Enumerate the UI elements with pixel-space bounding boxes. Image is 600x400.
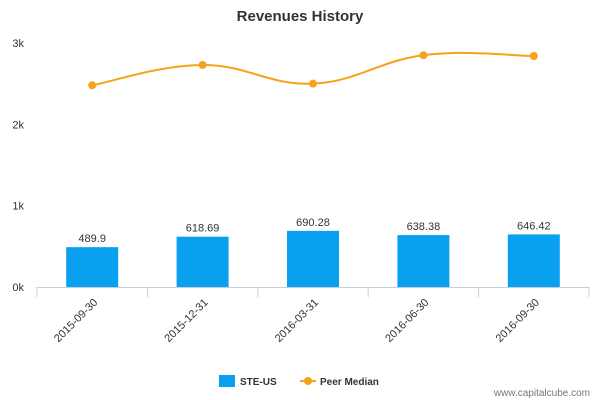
line-point: [309, 79, 317, 88]
x-tick-label: 2016-03-31: [273, 297, 321, 345]
x-tick-label: 2016-06-30: [383, 297, 431, 345]
legend-label-bar: STE-US: [240, 377, 277, 388]
legend-swatch-marker: [304, 377, 312, 385]
line-point: [529, 52, 538, 61]
bar: [287, 230, 339, 287]
y-tick-label: 0k: [12, 282, 24, 294]
bar-data-label: 489.9: [78, 233, 106, 245]
legend: STE-US Peer Median: [219, 375, 379, 388]
bar: [397, 235, 450, 287]
y-tick-label: 1k: [12, 201, 24, 213]
bar: [507, 234, 560, 287]
line-point: [198, 60, 207, 69]
chart-title: Revenues History: [237, 8, 364, 25]
x-tick-label: 2015-12-31: [162, 297, 210, 345]
y-axis: 0k 1k 2k 3k: [12, 38, 24, 294]
bar-data-label: 638.38: [407, 221, 441, 233]
line-point: [419, 51, 428, 60]
x-tick-label: 2016-09-30: [494, 297, 542, 345]
line-point: [88, 81, 97, 90]
bar-data-label: 646.42: [517, 220, 551, 232]
y-tick-label: 3k: [12, 38, 24, 50]
bar-data-label: 690.28: [296, 217, 330, 229]
bar-data-label: 618.69: [186, 223, 220, 235]
x-axis: 2015-09-30 2015-12-31 2016-03-31 2016-06-30…: [36, 287, 590, 345]
watermark-text: www.capitalcube.com: [493, 388, 590, 399]
legend-swatch-bar: [219, 375, 235, 387]
legend-label-line: Peer Median: [320, 377, 379, 388]
bar: [176, 236, 229, 287]
y-tick-label: 2k: [12, 119, 24, 131]
bar-series: [66, 230, 560, 287]
x-tick-label: 2015-09-30: [52, 297, 100, 345]
bar-data-labels: 489.9 618.69 690.28 638.38 646.42: [78, 217, 550, 245]
line-series: [88, 51, 538, 90]
bar: [66, 247, 119, 287]
